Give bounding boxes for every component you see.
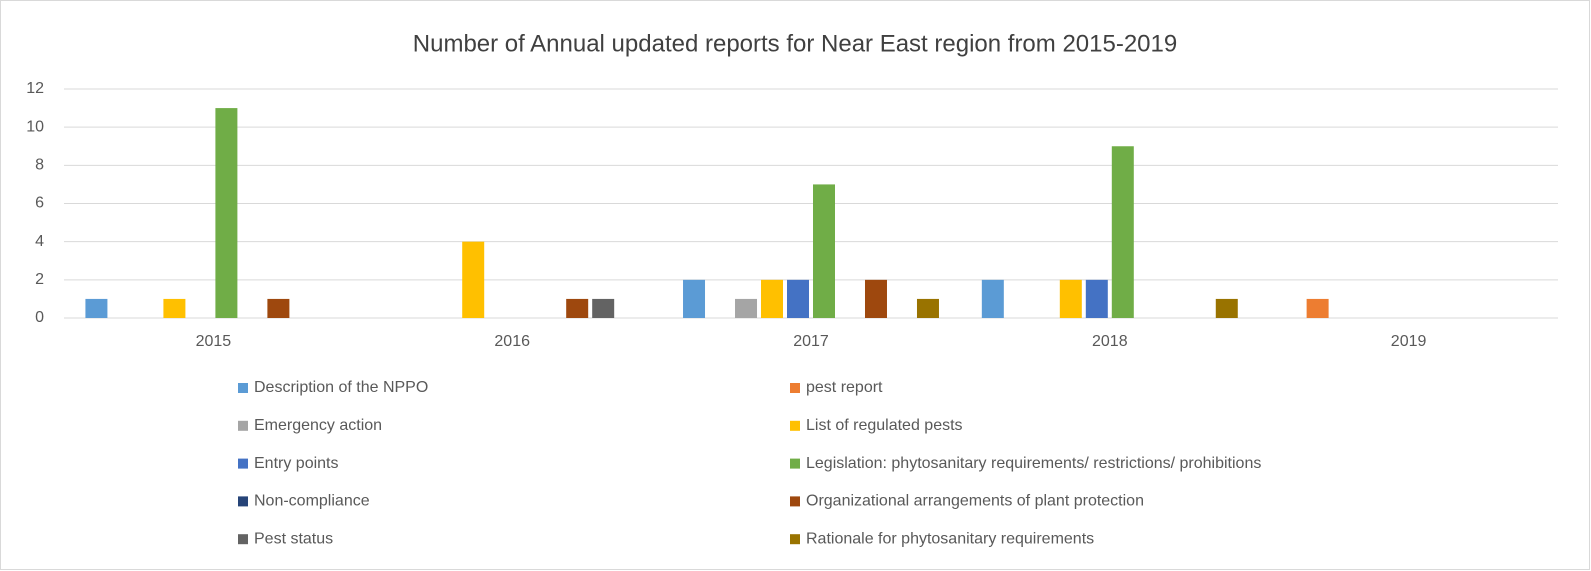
legend-label: Legislation: phytosanitary requirements/…	[806, 455, 1261, 472]
legend-swatch	[238, 383, 248, 393]
bar	[85, 298, 108, 318]
y-tick-label: 8	[35, 157, 44, 174]
bar	[1085, 279, 1108, 318]
legend-label: Rationale for phytosanitary requirements	[806, 530, 1094, 547]
legend-swatch	[238, 458, 248, 469]
x-tick-label: 2018	[1092, 333, 1128, 350]
legend-swatch	[790, 534, 800, 545]
legend-swatch	[790, 420, 800, 431]
legend-swatch	[790, 383, 800, 393]
legend-swatch	[238, 420, 248, 431]
bar	[864, 279, 887, 318]
x-tick-label: 2019	[1391, 333, 1427, 350]
bar	[735, 298, 758, 318]
legend-swatch	[238, 534, 248, 545]
bar	[787, 279, 809, 318]
bar	[592, 298, 615, 318]
bar	[1215, 298, 1238, 318]
legend-label: Emergency action	[254, 417, 382, 434]
bar	[1059, 279, 1082, 318]
legend-swatch	[790, 496, 800, 507]
y-tick-label: 4	[35, 233, 44, 250]
bar	[267, 298, 290, 318]
legend-label: Organizational arrangements of plant pro…	[806, 493, 1144, 510]
bar	[566, 298, 589, 318]
legend-label: Entry points	[254, 455, 338, 472]
y-tick-label: 0	[35, 309, 44, 326]
legend-label: pest report	[806, 379, 883, 396]
legend-label: Description of the NPPO	[254, 379, 428, 396]
bar	[981, 279, 1004, 318]
y-tick-label: 2	[35, 271, 44, 288]
chart-title: Number of Annual updated reports for Nea…	[413, 30, 1177, 57]
legend-label: Non-compliance	[254, 493, 370, 510]
bar	[683, 279, 706, 318]
legend-swatch	[238, 496, 248, 507]
bar	[163, 298, 186, 318]
legend-label: List of regulated pests	[806, 417, 963, 434]
y-tick-label: 12	[26, 80, 44, 97]
bar	[813, 184, 835, 318]
y-tick-label: 6	[35, 195, 44, 212]
bar	[215, 108, 238, 318]
legend-label: Pest status	[254, 530, 333, 547]
bar	[1111, 146, 1134, 318]
legend-swatch	[790, 458, 800, 469]
bar	[462, 241, 485, 318]
x-tick-label: 2016	[494, 333, 530, 350]
x-tick-label: 2017	[793, 333, 829, 350]
y-tick-label: 10	[26, 118, 44, 135]
bar	[916, 298, 939, 318]
bar	[761, 279, 784, 318]
x-tick-label: 2015	[196, 333, 232, 350]
bar	[1306, 298, 1329, 318]
